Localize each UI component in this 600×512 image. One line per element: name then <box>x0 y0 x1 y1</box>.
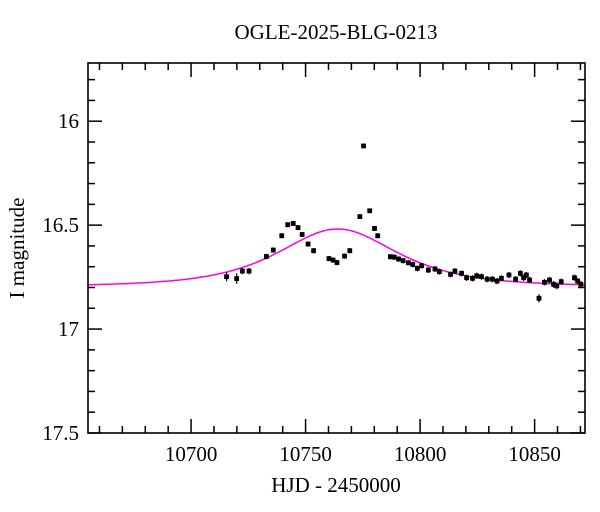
data-point <box>406 260 411 266</box>
data-point <box>536 295 542 301</box>
data-point <box>523 272 529 278</box>
data-point <box>521 275 527 281</box>
data-point <box>554 283 560 289</box>
data-point <box>547 277 552 283</box>
data-point <box>396 256 401 262</box>
data-point <box>361 143 366 149</box>
data-point <box>490 276 495 282</box>
data-point <box>558 279 564 285</box>
data-point <box>459 270 464 276</box>
data-point <box>470 275 475 281</box>
data-point <box>264 254 269 259</box>
x-axis-label: HJD - 2450000 <box>271 473 401 497</box>
data-point <box>506 272 512 278</box>
data-point <box>513 276 519 282</box>
data-point <box>474 273 480 279</box>
data-point <box>578 281 584 287</box>
data-point <box>375 233 381 239</box>
data-point <box>372 226 377 231</box>
data-point <box>518 270 523 276</box>
data-point <box>425 267 431 273</box>
data-point <box>387 254 393 260</box>
data-point <box>575 278 581 284</box>
data-point <box>484 276 490 282</box>
data-point <box>330 257 336 263</box>
axis-ticks <box>88 63 585 434</box>
data-point <box>542 279 547 285</box>
y-tick-label: 17.5 <box>42 421 79 445</box>
data-point <box>342 253 347 259</box>
data-point <box>432 266 438 272</box>
data-point <box>527 277 532 283</box>
data-point <box>400 258 406 264</box>
data-point <box>285 222 291 228</box>
x-tick-label: 10750 <box>279 442 332 466</box>
data-point <box>551 281 557 287</box>
data-point <box>414 265 420 271</box>
y-tick-label: 16 <box>58 109 79 133</box>
y-tick-label: 17 <box>58 317 79 341</box>
data-point <box>334 260 340 265</box>
data-point <box>347 248 353 254</box>
data-point <box>299 232 305 237</box>
data-point <box>224 274 229 280</box>
data-point <box>311 248 316 254</box>
data-point <box>367 208 373 214</box>
chart-title: OGLE-2025-BLG-0213 <box>235 20 438 44</box>
data-point <box>239 268 245 274</box>
data-point <box>494 278 500 284</box>
x-tick-label: 10700 <box>165 442 218 466</box>
data-point <box>464 275 469 281</box>
y-tick-label: 16.5 <box>42 213 79 237</box>
data-point <box>246 268 252 274</box>
data-point <box>305 241 311 247</box>
data-point <box>279 233 285 239</box>
data-point <box>295 225 301 231</box>
data-point <box>234 276 240 281</box>
data-point <box>436 269 442 275</box>
data-point <box>410 262 416 267</box>
y-axis-label: I magnitude <box>5 198 29 299</box>
data-point <box>270 247 276 253</box>
data-point <box>452 268 458 274</box>
data-point <box>499 275 504 281</box>
tick-labels: 10700 10750 10800 10850 16 16.5 17 17.5 <box>42 109 561 466</box>
data-point <box>326 256 332 262</box>
data-point <box>448 271 453 277</box>
plot-frame <box>87 62 586 434</box>
data-point <box>572 275 577 281</box>
data-point <box>357 214 363 220</box>
x-tick-label: 10850 <box>508 442 561 466</box>
data-point <box>479 274 484 280</box>
data-points <box>224 143 584 303</box>
data-point <box>419 263 425 269</box>
data-point <box>290 221 296 226</box>
x-tick-label: 10800 <box>394 442 447 466</box>
data-point <box>391 254 397 260</box>
